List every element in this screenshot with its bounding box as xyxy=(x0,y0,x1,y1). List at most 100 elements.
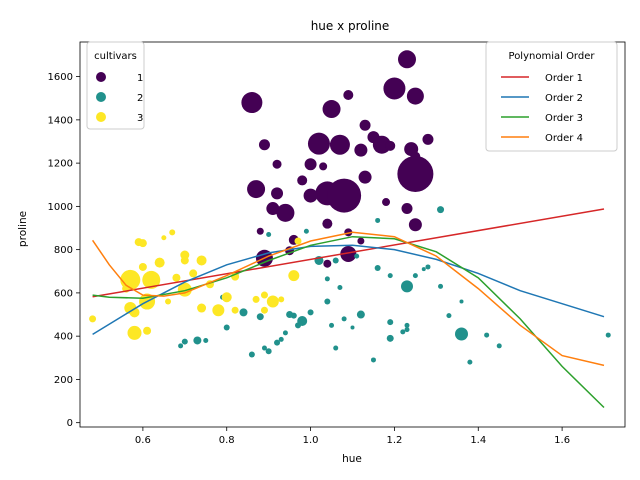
fits-legend-box xyxy=(485,41,618,152)
data-point-cultivar-2 xyxy=(421,267,426,272)
data-point-cultivar-2 xyxy=(282,330,288,336)
data-point-cultivar-2 xyxy=(446,313,452,319)
data-point-cultivar-1 xyxy=(406,87,424,105)
data-point-cultivar-1 xyxy=(398,50,416,69)
y-tick-label: 1000 xyxy=(48,202,73,213)
y-tick-label: 1600 xyxy=(48,72,73,83)
data-point-cultivar-2 xyxy=(496,343,502,349)
data-point-cultivar-3 xyxy=(221,292,232,303)
data-point-cultivar-2 xyxy=(256,313,264,321)
data-point-cultivar-3 xyxy=(172,273,181,282)
y-tick-label: 600 xyxy=(54,288,73,299)
chart-title: hue x proline xyxy=(311,19,390,33)
data-point-cultivar-2 xyxy=(354,253,360,259)
data-point-cultivar-1 xyxy=(327,178,362,213)
cultivar-legend-marker xyxy=(96,112,106,122)
data-point-cultivar-3 xyxy=(138,239,147,248)
data-point-cultivar-1 xyxy=(357,237,365,245)
data-point-cultivar-1 xyxy=(303,188,318,203)
data-point-cultivar-1 xyxy=(422,133,434,145)
fits-legend-label: Order 1 xyxy=(545,73,583,84)
data-point-cultivar-2 xyxy=(265,348,272,355)
fit-line-order-4 xyxy=(91,231,605,367)
x-tick-label: 1.6 xyxy=(554,435,570,446)
data-point-cultivar-2 xyxy=(484,332,490,338)
data-point-cultivar-2 xyxy=(404,327,410,333)
data-point-cultivar-1 xyxy=(307,132,330,155)
cultivar-legend-title: cultivars xyxy=(94,51,137,62)
data-point-cultivar-3 xyxy=(212,304,225,317)
fits-legend-label: Order 2 xyxy=(545,93,583,104)
cultivar-legend: cultivars 1 2 3 xyxy=(86,41,145,130)
data-point-cultivar-1 xyxy=(397,155,434,192)
data-point-cultivar-1 xyxy=(385,140,396,151)
data-point-cultivar-1 xyxy=(329,134,350,155)
x-tick-label: 1.4 xyxy=(470,435,486,446)
data-point-cultivar-1 xyxy=(408,218,422,232)
data-point-cultivar-1 xyxy=(322,100,341,119)
fits-legend-title: Polynomial Order xyxy=(509,51,596,62)
data-point-cultivar-1 xyxy=(304,158,317,171)
fit-curves xyxy=(91,208,605,409)
x-tick-label: 1.2 xyxy=(386,435,402,446)
data-point-cultivar-2 xyxy=(181,338,188,345)
data-point-cultivar-1 xyxy=(359,119,371,131)
data-point-cultivar-3 xyxy=(154,257,165,268)
data-point-cultivar-3 xyxy=(260,291,268,299)
data-point-cultivar-2 xyxy=(401,280,413,293)
data-point-cultivar-3 xyxy=(161,235,167,241)
data-point-cultivar-3 xyxy=(89,315,97,323)
data-point-cultivar-2 xyxy=(297,316,308,327)
data-point-cultivar-3 xyxy=(196,255,207,266)
cultivar-legend-label: 2 xyxy=(137,93,143,104)
plot-area xyxy=(89,50,611,365)
y-axis-label: proline xyxy=(17,211,29,247)
data-point-cultivar-2 xyxy=(387,319,394,326)
x-tick-label: 0.8 xyxy=(219,435,235,446)
y-tick-label: 0 xyxy=(67,418,73,429)
data-point-cultivar-2 xyxy=(324,298,331,305)
data-point-cultivar-1 xyxy=(276,203,295,222)
data-point-cultivar-3 xyxy=(169,229,176,236)
data-point-cultivar-1 xyxy=(271,187,284,200)
data-point-cultivar-3 xyxy=(288,270,300,282)
data-point-cultivar-1 xyxy=(382,198,391,207)
data-point-cultivar-1 xyxy=(323,259,332,268)
y-tick-label: 400 xyxy=(54,332,73,343)
data-point-cultivar-2 xyxy=(178,343,184,349)
data-point-cultivar-2 xyxy=(370,357,376,363)
data-point-cultivar-2 xyxy=(412,273,418,279)
data-point-cultivar-2 xyxy=(278,336,284,342)
data-point-cultivar-2 xyxy=(203,337,209,343)
data-point-cultivar-2 xyxy=(248,351,255,358)
cultivar-legend-label: 3 xyxy=(137,113,143,124)
cultivar-legend-box xyxy=(86,41,145,130)
data-point-cultivar-3 xyxy=(278,296,285,303)
data-point-cultivar-2 xyxy=(467,359,473,365)
data-point-cultivar-2 xyxy=(374,265,381,272)
x-tick-label: 1.0 xyxy=(303,435,319,446)
data-point-cultivar-2 xyxy=(303,228,309,234)
data-point-cultivar-3 xyxy=(197,303,207,313)
data-point-cultivar-1 xyxy=(266,202,280,216)
data-point-cultivar-2 xyxy=(455,327,468,341)
data-point-cultivar-1 xyxy=(372,135,391,154)
data-point-cultivar-2 xyxy=(459,299,464,304)
cultivar-legend-label: 1 xyxy=(137,73,143,84)
data-point-cultivar-2 xyxy=(223,324,230,331)
data-point-cultivar-2 xyxy=(290,312,297,319)
data-point-cultivar-2 xyxy=(333,345,339,351)
data-point-cultivar-3 xyxy=(142,270,161,289)
data-point-cultivar-3 xyxy=(252,295,260,303)
data-point-cultivar-2 xyxy=(307,309,314,316)
data-point-cultivar-2 xyxy=(266,232,272,237)
cultivar-legend-marker xyxy=(96,72,106,82)
data-point-cultivar-1 xyxy=(358,170,372,184)
data-point-cultivar-1 xyxy=(401,203,413,215)
data-point-cultivar-1 xyxy=(322,218,333,229)
data-point-cultivar-1 xyxy=(258,139,270,151)
data-point-cultivar-2 xyxy=(274,339,281,346)
data-point-cultivar-1 xyxy=(354,143,368,157)
data-point-cultivar-2 xyxy=(375,217,381,223)
